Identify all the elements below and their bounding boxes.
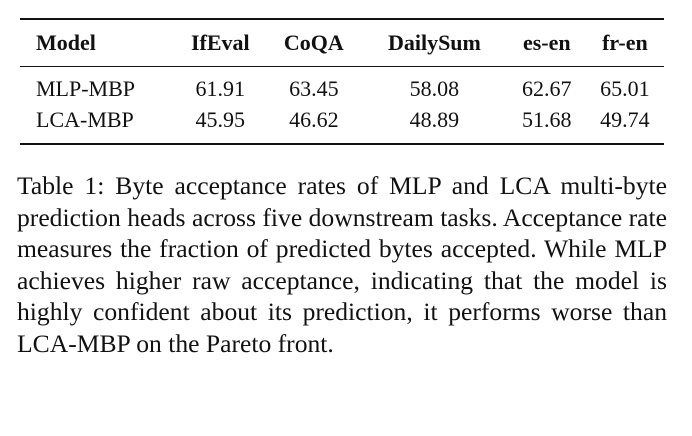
table-row: MLP-MBP 61.91 63.45 58.08 62.67 65.01 — [20, 67, 664, 105]
cell-es-en: 62.67 — [522, 75, 572, 101]
header-ifeval: IfEval — [190, 30, 250, 55]
cell-fr-en: 65.01 — [600, 75, 650, 101]
caption-text: Byte acceptance rates of MLP and LCA mul… — [17, 171, 667, 358]
caption-label: Table 1: — [17, 171, 105, 200]
table-header-row: Model IfEval CoQA DailySum es-en fr-en — [20, 19, 664, 67]
table-caption: Table 1: Byte acceptance rates of MLP an… — [17, 170, 667, 360]
cell-ifeval: 45.95 — [195, 106, 246, 132]
cell-ifeval: 61.91 — [195, 75, 246, 101]
cell-coqa: 46.62 — [289, 106, 339, 132]
cell-es-en: 51.68 — [522, 106, 572, 132]
cell-model: MLP-MBP — [36, 75, 136, 101]
table-row: LCA-MBP 45.95 46.62 48.89 51.68 49.74 — [20, 104, 664, 144]
cell-model: LCA-MBP — [36, 106, 134, 132]
results-table: Model IfEval CoQA DailySum es-en fr-en M… — [20, 18, 664, 145]
results-table-container: Model IfEval CoQA DailySum es-en fr-en M… — [20, 18, 664, 145]
cell-fr-en: 49.74 — [600, 106, 650, 132]
header-fr-en: fr-en — [602, 30, 648, 55]
cell-dailysum: 58.08 — [409, 75, 460, 101]
header-es-en: es-en — [522, 30, 571, 55]
cell-coqa: 63.45 — [289, 75, 339, 101]
cell-dailysum: 48.89 — [409, 106, 460, 132]
header-model: Model — [36, 30, 96, 55]
header-coqa: CoQA — [283, 30, 344, 55]
header-dailysum: DailySum — [387, 30, 481, 55]
